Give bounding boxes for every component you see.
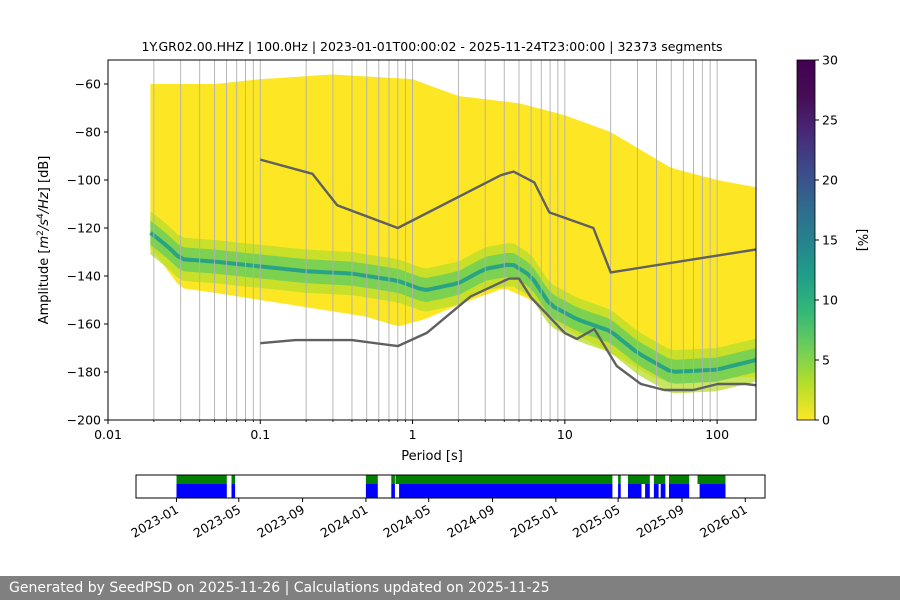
psd-heatmap-area: [149, 74, 756, 394]
y-tick-label: −120: [67, 221, 101, 236]
colorbar-ticks: 0 5 10 15 20 25 30: [815, 53, 838, 428]
processed-interval: [618, 484, 621, 498]
footer-text: Generated by SeedPSD on 2025-11-26 | Cal…: [9, 580, 550, 596]
grid-lines: [153, 60, 718, 420]
x-axis-label: Period [s]: [401, 449, 463, 464]
processed-interval: [699, 484, 726, 498]
psd-mode-line: [149, 231, 756, 374]
timeline-tick-label: 2023-09: [254, 502, 307, 541]
x-axis-ticks: 0.01 0.1 1 10 100: [94, 420, 729, 442]
availability-timeline: [176, 475, 726, 498]
available-interval: [231, 475, 236, 484]
timeline-tick-label: 2023-05: [191, 502, 244, 541]
colorbar-tick-label: 5: [822, 353, 830, 368]
y-axis-label: Amplitude [m2/s4/Hz] [dB]: [36, 156, 52, 325]
colorbar-tick-label: 10: [822, 293, 838, 308]
y-tick-label: −140: [67, 269, 101, 284]
colorbar: [796, 59, 816, 421]
timeline-ticks: 2023-01 2023-05 2023-09 2024-01 2024-05 2024-…: [128, 498, 750, 541]
processed-interval: [669, 484, 690, 498]
chart-title: 1Y.GR02.00.HHZ | 100.0Hz | 2023-01-01T00…: [141, 39, 722, 54]
colorbar-tick-label: 25: [822, 113, 838, 128]
timeline-tick-label: 2023-01: [128, 502, 181, 541]
processed-interval: [628, 484, 642, 498]
psd-density-area: [150, 74, 756, 380]
y-tick-label: −180: [67, 365, 101, 380]
colorbar-tick-label: 20: [822, 173, 838, 188]
available-interval: [176, 475, 227, 484]
plot-frame: [107, 59, 757, 421]
y-tick-label: −60: [75, 77, 101, 92]
y-axis-ticks: −200 −180 −160 −140 −120 −100 −80 −60: [67, 77, 108, 428]
nlnm-curve: [260, 277, 756, 392]
colorbar-label: [%]: [854, 229, 869, 252]
y-tick-label: −160: [67, 317, 101, 332]
nhnm-curve: [259, 158, 756, 274]
colorbar-tick-label: 0: [822, 413, 830, 428]
x-tick-label: 1: [409, 427, 417, 442]
psd-density-mid: [150, 220, 756, 384]
processed-interval: [176, 484, 227, 498]
timeline-tick-label: 2025-09: [634, 502, 687, 541]
x-tick-label: 0.1: [250, 427, 270, 442]
processed-interval: [653, 484, 659, 498]
y-tick-label: −80: [75, 125, 101, 140]
timeline-frame: [135, 474, 766, 499]
timeline-tick-label: 2024-01: [318, 502, 371, 541]
processed-interval: [645, 484, 650, 498]
available-interval: [618, 475, 621, 484]
available-interval: [395, 475, 613, 484]
timeline-tick-label: 2026-01: [697, 502, 750, 541]
available-interval: [628, 475, 650, 484]
colorbar-tick-label: 30: [822, 53, 838, 68]
available-interval: [391, 475, 395, 484]
available-interval: [365, 475, 378, 484]
x-tick-label: 100: [705, 427, 729, 442]
y-tick-label: −200: [67, 413, 101, 428]
y-tick-label: −100: [67, 173, 101, 188]
processed-interval: [399, 484, 613, 498]
available-interval: [653, 475, 666, 484]
timeline-tick-label: 2025-05: [570, 502, 623, 541]
x-tick-label: 0.01: [94, 427, 122, 442]
colorbar-tick-label: 15: [822, 233, 838, 248]
processed-interval: [231, 484, 236, 498]
reference-curves: [259, 158, 756, 392]
footer-bar: Generated by SeedPSD on 2025-11-26 | Cal…: [0, 576, 900, 600]
processed-interval: [391, 484, 395, 498]
available-interval: [669, 475, 690, 484]
x-tick-label: 10: [557, 427, 573, 442]
processed-interval: [365, 484, 378, 498]
timeline-tick-label: 2024-05: [380, 502, 433, 541]
timeline-tick-label: 2025-01: [508, 502, 561, 541]
timeline-tick-label: 2024-09: [444, 502, 497, 541]
available-interval: [697, 475, 726, 484]
processed-interval: [660, 484, 666, 498]
